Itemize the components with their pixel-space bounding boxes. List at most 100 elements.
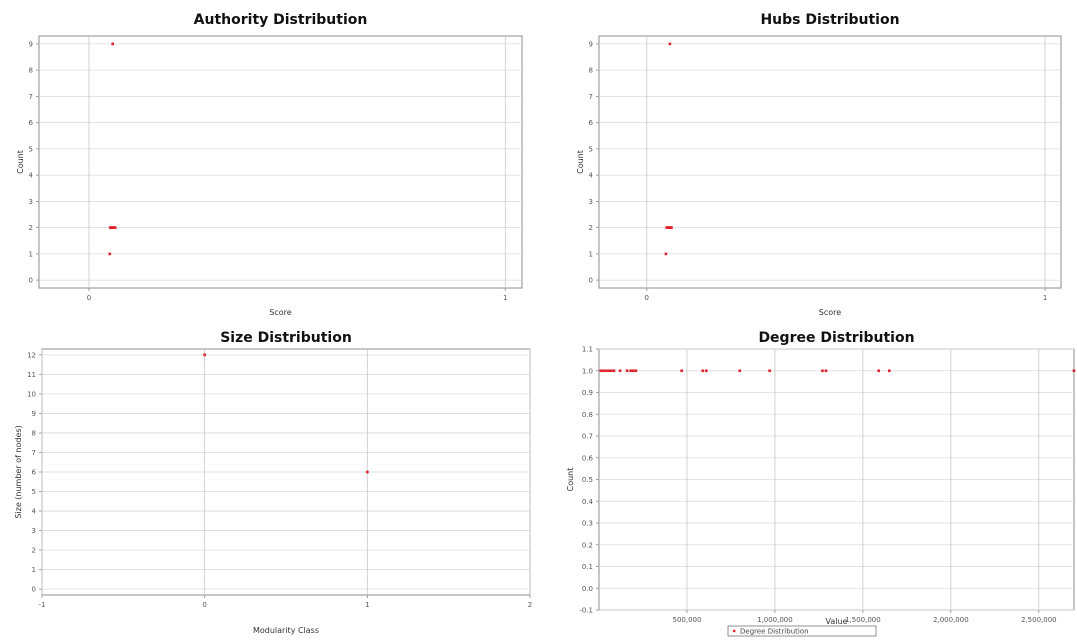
degree-data-point — [701, 369, 705, 373]
degree-y-tick-label: 1.0 — [582, 367, 593, 375]
degree-y-tick-label: 0.1 — [582, 563, 593, 571]
degree-y-tick-label: 0.0 — [582, 585, 593, 593]
degree-y-tick-label: 0.3 — [582, 520, 593, 528]
hubs-y-tick-label: 9 — [589, 40, 593, 48]
authority-x-tick-label: 0 — [87, 294, 91, 302]
degree-data-point — [821, 369, 824, 373]
degree-legend-label: Degree Distribution — [740, 628, 809, 636]
authority-y-tick-label: 3 — [29, 198, 33, 206]
degree-data-point — [625, 369, 629, 373]
size-y-tick-label: 11 — [27, 371, 36, 379]
size-chart-title: Size Distribution — [220, 330, 352, 346]
degree-y-tick-label: 0.9 — [582, 389, 593, 397]
degree-y-tick-label: 1.1 — [582, 346, 593, 354]
hubs-distribution-svg: Hubs Distribution 0 1 2 3 4 5 6 7 8 9 0 1 Score Count — [576, 12, 1062, 317]
size-y-tick-label: 0 — [32, 586, 36, 594]
authority-y-tick-label: 2 — [29, 224, 33, 232]
degree-y-axis-label: Count — [566, 468, 575, 492]
hubs-chart-title: Hubs Distribution — [760, 12, 899, 28]
degree-data-point — [1072, 369, 1076, 373]
degree-data-point — [612, 369, 616, 373]
degree-x-tick-label: 1,500,000 — [845, 616, 881, 624]
degree-distribution-svg: Degree Distribution -0.1 0.0 0.1 0.2 0.3 0.4 0.… — [566, 330, 1076, 637]
degree-x-axis-label: Value — [826, 617, 848, 626]
degree-data-point — [618, 369, 622, 373]
size-y-tick-label: 1 — [32, 566, 36, 574]
authority-y-tick-label: 8 — [29, 67, 33, 75]
authority-x-tick-label: 1 — [503, 294, 507, 302]
size-y-tick-label: 9 — [32, 410, 36, 418]
degree-data-point — [632, 369, 635, 373]
hubs-y-tick-label: 1 — [589, 250, 593, 258]
degree-y-tick-label: 0.4 — [582, 498, 594, 506]
degree-y-tick-label: 0.2 — [582, 541, 593, 549]
hubs-plot-area — [598, 35, 1062, 289]
degree-data-point — [607, 369, 610, 373]
hubs-data-point — [664, 252, 668, 256]
size-y-tick-label: 4 — [32, 508, 37, 516]
size-y-tick-label: 5 — [32, 488, 36, 496]
authority-plot-area — [38, 35, 523, 289]
hubs-y-axis-label: Count — [576, 150, 585, 174]
hubs-y-tick-label: 3 — [589, 198, 593, 206]
authority-y-tick-label: 6 — [29, 119, 34, 127]
degree-data-point — [602, 369, 605, 373]
size-y-tick-label: 3 — [32, 527, 36, 535]
authority-y-tick-label: 9 — [29, 40, 33, 48]
size-x-axis-label: Modularity Class — [253, 626, 319, 635]
degree-data-point — [629, 369, 632, 373]
degree-data-point — [705, 369, 708, 373]
degree-data-point — [768, 369, 771, 373]
hubs-x-tick-label: 0 — [645, 294, 649, 302]
degree-y-tick-label: 0.8 — [582, 411, 593, 419]
degree-data-point — [610, 369, 613, 373]
size-y-tick-label: 6 — [32, 469, 37, 477]
authority-y-tick-label: 7 — [29, 93, 33, 101]
hubs-x-axis-label: Score — [819, 308, 841, 317]
authority-data-point — [113, 226, 117, 229]
authority-x-axis-label: Score — [269, 308, 291, 317]
size-x-tick-label: 2 — [528, 601, 532, 609]
degree-data-point — [824, 369, 828, 373]
hubs-data-point — [670, 226, 673, 229]
degree-data-point — [680, 369, 683, 373]
size-distribution-chart: Size Distribution 0 1 2 3 4 5 6 7 8 9 10 11 12 -1 0 1 2 Mo… — [0, 320, 538, 639]
degree-data-point — [877, 369, 881, 373]
degree-data-point — [604, 369, 608, 373]
degree-data-point — [634, 369, 638, 373]
size-x-tick-label: -1 — [39, 601, 46, 609]
authority-y-axis-label: Count — [16, 150, 25, 174]
degree-legend-marker — [733, 629, 736, 633]
size-x-tick-label: 1 — [365, 601, 369, 609]
degree-x-tick-label: 2,500,000 — [1021, 616, 1057, 624]
size-x-tick-label: 0 — [202, 601, 206, 609]
size-y-tick-label: 2 — [32, 547, 36, 555]
authority-chart-title: Authority Distribution — [194, 12, 368, 28]
degree-data-point — [599, 369, 603, 373]
authority-distribution-chart: Authority Distribution 0 1 2 3 4 5 6 7 8 9 0 1 Score C… — [0, 0, 538, 319]
hubs-y-tick-label: 5 — [589, 145, 593, 153]
degree-y-tick-label: 0.5 — [582, 476, 593, 484]
degree-data-point — [887, 369, 891, 373]
size-y-tick-label: 8 — [32, 429, 36, 437]
hubs-y-tick-label: 7 — [589, 93, 593, 101]
degree-y-tick-label: -0.1 — [579, 607, 593, 615]
hubs-y-tick-label: 0 — [589, 277, 593, 285]
size-y-axis-label: Size (number of nodes) — [14, 425, 23, 518]
authority-y-tick-label: 0 — [29, 277, 33, 285]
hubs-distribution-chart: Hubs Distribution 0 1 2 3 4 5 6 7 8 9 0 1 Score Count — [539, 0, 1077, 319]
degree-x-tick-label: 1,000,000 — [757, 616, 793, 624]
authority-y-tick-label: 5 — [29, 145, 33, 153]
degree-y-tick-label: 0.6 — [582, 454, 594, 462]
hubs-y-tick-label: 8 — [589, 67, 593, 75]
degree-chart-title: Degree Distribution — [758, 330, 914, 346]
degree-legend-box — [727, 625, 877, 637]
size-y-tick-label: 12 — [27, 351, 36, 359]
size-y-tick-label: 10 — [27, 390, 36, 398]
degree-x-tick-label: 2,000,000 — [933, 616, 969, 624]
hubs-x-tick-label: 1 — [1043, 294, 1047, 302]
authority-data-point — [108, 252, 112, 256]
degree-y-tick-label: 0.7 — [582, 433, 593, 441]
size-data-point — [366, 470, 369, 474]
